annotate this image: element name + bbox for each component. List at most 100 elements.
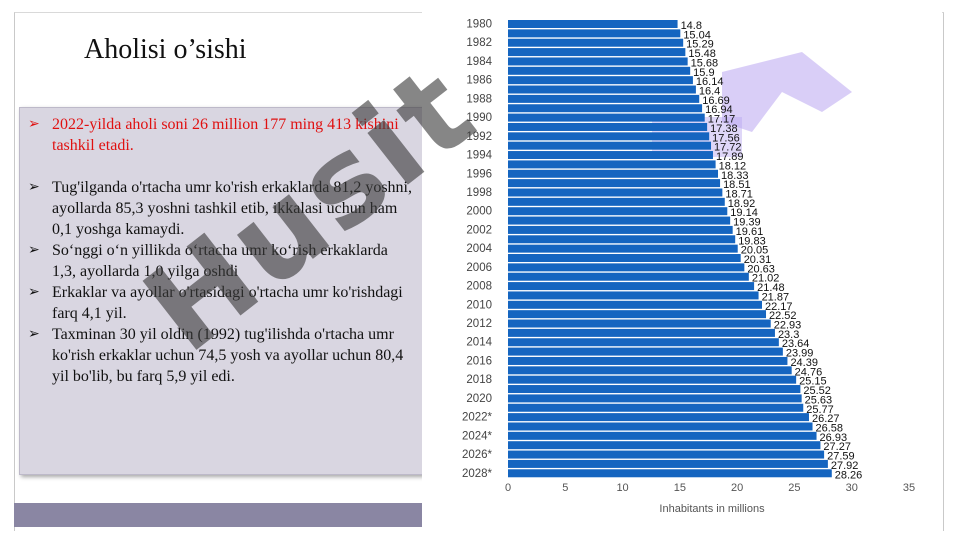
value-label: 27.92 — [831, 460, 859, 472]
value-label: 25.52 — [803, 385, 831, 397]
value-label: 15.04 — [683, 29, 711, 41]
x-tick-label: 15 — [674, 482, 686, 494]
value-label: 18.12 — [719, 160, 747, 172]
bar-1999 — [508, 197, 725, 206]
value-label: 15.68 — [691, 57, 719, 69]
value-label: 15.29 — [686, 39, 714, 51]
y-ticks-layer: 1980 1982 1984 1986 1988 1990 1992 1994 1996 1998… — [462, 19, 493, 480]
value-label: 21.02 — [752, 273, 780, 285]
arrow-right-icon: ➢ — [28, 116, 40, 132]
bullet-item-population: ➢ 2022-yilda aholi soni 26 million 177 m… — [28, 114, 414, 156]
bar-2006 — [508, 263, 745, 272]
bar-2002 — [508, 225, 733, 234]
bar-2018 — [508, 375, 797, 384]
value-label: 22.52 — [769, 310, 797, 322]
bar-2019 — [508, 385, 801, 394]
bar-1982 — [508, 38, 684, 47]
y-tick-label: 2008 — [466, 281, 492, 293]
bullet-text: Tug'ilganda o'rtacha umr ko'rish erkakla… — [52, 179, 412, 238]
bar-1996 — [508, 169, 719, 178]
y-tick-label: 1990 — [466, 112, 492, 124]
value-label: 23.64 — [782, 338, 810, 350]
value-label: 26.93 — [820, 432, 848, 444]
bar-2026* — [508, 450, 825, 459]
population-chart: 14.8 15.04 15.29 15.48 15.68 15.9 16.14 16.4 16.… — [422, 12, 942, 526]
bar-2008 — [508, 282, 755, 291]
bullet-item-1992: ➢ Taxminan 30 yil oldin (1992) tug'ilish… — [28, 324, 414, 387]
value-label: 19.83 — [738, 235, 766, 247]
x-tick-label: 0 — [505, 482, 511, 494]
bar-2012 — [508, 319, 771, 328]
value-label: 16.94 — [705, 104, 733, 116]
bar-1980 — [508, 20, 678, 28]
bar-2010 — [508, 300, 763, 309]
bar-1981 — [508, 29, 681, 38]
bullet-text: Erkaklar va ayollar o'rtasidagi o'rtacha… — [52, 284, 403, 322]
y-tick-label: 2018 — [466, 374, 492, 386]
value-label: 19.39 — [733, 217, 761, 229]
value-label: 19.14 — [730, 207, 758, 219]
value-label: 24.39 — [790, 357, 818, 369]
value-label: 27.59 — [827, 451, 855, 463]
bar-1993 — [508, 141, 712, 150]
value-label: 21.48 — [757, 282, 785, 294]
value-label: 20.63 — [747, 263, 775, 275]
value-label: 16.69 — [702, 95, 730, 107]
value-label: 25.15 — [799, 376, 827, 388]
y-tick-label: 1980 — [466, 19, 492, 31]
bar-2000 — [508, 207, 728, 216]
value-label: 25.63 — [805, 394, 833, 406]
x-tick-label: 35 — [903, 482, 915, 494]
value-label: 15.48 — [688, 48, 716, 60]
y-tick-label: 1992 — [466, 131, 492, 143]
value-label: 25.77 — [806, 404, 834, 416]
bar-2023* — [508, 422, 813, 431]
bar-2020 — [508, 394, 802, 403]
bar-2028* — [508, 469, 832, 478]
value-label: 28.26 — [835, 469, 863, 481]
value-label: 17.89 — [716, 151, 744, 163]
value-label: 23.99 — [786, 348, 814, 360]
bullet-box: ➢ 2022-yilda aholi soni 26 million 177 m… — [19, 107, 423, 475]
bar-2003 — [508, 235, 736, 244]
y-tick-label: 1996 — [466, 168, 492, 180]
y-tick-label: 2022* — [462, 412, 493, 424]
bar-1998 — [508, 188, 723, 197]
x-tick-label: 20 — [731, 482, 743, 494]
bar-2027* — [508, 459, 828, 468]
value-label: 17.56 — [712, 132, 740, 144]
x-tick-label: 5 — [562, 482, 568, 494]
y-tick-label: 1984 — [466, 56, 492, 68]
bullet-text: So‘nggi o‘n yillikda o‘rtacha umr ko‘ris… — [52, 242, 388, 280]
value-label: 18.33 — [721, 170, 749, 182]
y-tick-label: 1988 — [466, 93, 492, 105]
value-label: 20.05 — [741, 245, 769, 257]
value-label: 24.76 — [795, 366, 823, 378]
bar-1995 — [508, 160, 716, 169]
bar-1997 — [508, 179, 721, 188]
bar-1986 — [508, 76, 693, 85]
bar-2017 — [508, 366, 792, 375]
y-tick-label: 2016 — [466, 355, 492, 367]
x-tick-label: 25 — [788, 482, 800, 494]
bar-2007 — [508, 272, 749, 281]
bullet-text: Taxminan 30 yil oldin (1992) tug'ilishda… — [52, 326, 404, 385]
arrow-right-icon: ➢ — [28, 242, 40, 258]
y-tick-label: 1998 — [466, 187, 492, 199]
arrow-right-icon: ➢ — [28, 179, 40, 195]
bar-1994 — [508, 151, 713, 160]
x-ticks-layer: 0 5 10 15 20 25 30 35 — [505, 482, 915, 494]
bar-1984 — [508, 57, 688, 66]
y-tick-label: 1986 — [466, 75, 492, 87]
value-label: 18.51 — [723, 179, 751, 191]
x-axis-label: Inhabitants in millions — [659, 503, 765, 515]
y-tick-label: 2028* — [462, 468, 493, 480]
value-label: 14.8 — [681, 20, 702, 32]
bar-1987 — [508, 85, 696, 94]
y-tick-label: 2004 — [466, 243, 492, 255]
y-tick-label: 2002 — [466, 224, 492, 236]
x-tick-label: 30 — [846, 482, 858, 494]
bar-2021 — [508, 403, 804, 412]
value-label: 23.3 — [778, 329, 799, 341]
value-label: 22.17 — [765, 301, 793, 313]
